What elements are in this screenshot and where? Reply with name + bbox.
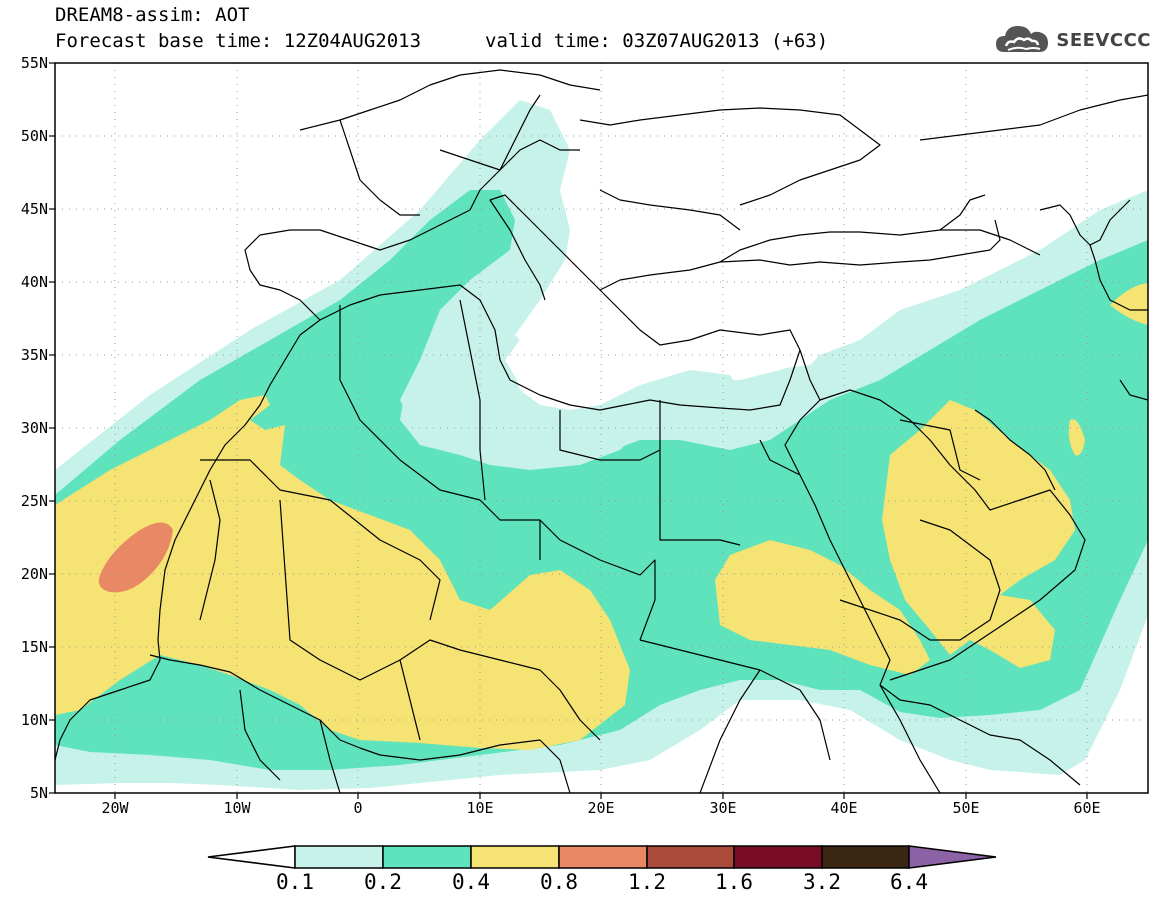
colorbar-label: 3.2 — [803, 870, 841, 894]
lon-label: 50E — [952, 799, 980, 817]
colorbar-label: 1.6 — [715, 870, 753, 894]
aot-band-0.8 — [98, 522, 173, 593]
lon-label: 10W — [223, 799, 251, 817]
colorbar — [207, 845, 997, 869]
lon-label: 20W — [101, 799, 129, 817]
axis-ticks — [49, 62, 1088, 799]
colorbar-label: 0.2 — [364, 870, 402, 894]
lat-lon-grid — [55, 63, 1148, 793]
colorbar-label: 0.4 — [452, 870, 490, 894]
lat-label: 5N — [29, 784, 48, 802]
aot-band-0.4-iran — [1068, 419, 1085, 456]
lat-label: 25N — [20, 492, 48, 510]
lat-label: 50N — [20, 127, 48, 145]
valid-time: valid time: 03Z07AUG2013 (+63) — [485, 30, 829, 52]
colorbar-segment-0.8 — [558, 845, 648, 869]
lon-label: 20E — [587, 799, 615, 817]
colorbar-segment-over — [908, 845, 997, 869]
colorbar-segment-3.2 — [821, 845, 910, 869]
colorbar-segment-under — [207, 845, 296, 869]
aot-band-0.4-arabia — [882, 400, 1075, 668]
forecast-base-time: Forecast base time: 12Z04AUG2013 — [55, 30, 422, 52]
colorbar-segment-0.1 — [294, 845, 384, 869]
lon-label: 60E — [1073, 799, 1101, 817]
lon-label: 40E — [830, 799, 858, 817]
aot-contours — [55, 100, 1148, 790]
lat-label: 10N — [20, 711, 48, 729]
seevccc-logo: SEEVCCC — [994, 20, 1151, 60]
coastlines — [55, 69, 1148, 793]
aot-hole-clean — [510, 280, 830, 410]
map-title: DREAM8-assim: AOT — [55, 4, 250, 26]
colorbar-label: 0.1 — [276, 870, 314, 894]
lat-label: 40N — [20, 273, 48, 291]
aot-band-0.4-sudan — [715, 540, 930, 675]
lat-label: 15N — [20, 638, 48, 656]
lat-label: 30N — [20, 419, 48, 437]
aot-band-0.4-caspian — [1110, 283, 1148, 325]
colorbar-segment-0.2 — [382, 845, 472, 869]
lon-label: 30E — [709, 799, 737, 817]
colorbar-label: 6.4 — [890, 870, 928, 894]
lat-label: 35N — [20, 346, 48, 364]
lat-label: 20N — [20, 565, 48, 583]
lon-label: 10E — [466, 799, 494, 817]
forecast-time-line: Forecast base time: 12Z04AUG2013 valid ti… — [55, 30, 828, 52]
colorbar-label: 1.2 — [628, 870, 666, 894]
lon-label: 0 — [353, 799, 363, 817]
colorbar-segment-1.6 — [733, 845, 823, 869]
aot-band-0.4-west — [55, 395, 630, 750]
cloud-logo-icon — [996, 26, 1049, 52]
colorbar-segment-1.2 — [646, 845, 735, 869]
aot-hole-libya — [400, 320, 745, 470]
logo-text: SEEVCCC — [1056, 29, 1151, 51]
colorbar-segment-0.4 — [470, 845, 560, 869]
lat-label: 45N — [20, 200, 48, 218]
colorbar-label: 0.8 — [540, 870, 578, 894]
lat-label: 55N — [20, 54, 48, 72]
